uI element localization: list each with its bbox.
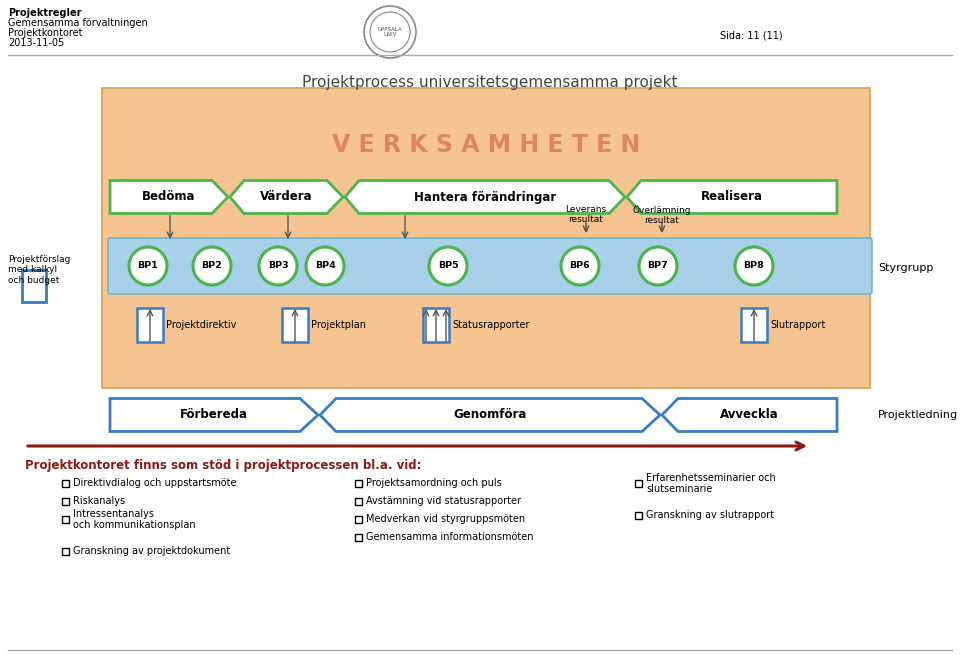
FancyBboxPatch shape bbox=[108, 238, 872, 294]
Text: Bedöma: Bedöma bbox=[142, 190, 196, 204]
Text: Gemensamma förvaltningen: Gemensamma förvaltningen bbox=[8, 18, 148, 28]
Text: UPPSALA
UNIV: UPPSALA UNIV bbox=[377, 27, 402, 37]
Circle shape bbox=[561, 247, 599, 285]
Text: Styrgrupp: Styrgrupp bbox=[878, 263, 933, 273]
Text: Projektdirektiv: Projektdirektiv bbox=[166, 320, 236, 330]
Text: Projektledning: Projektledning bbox=[878, 410, 958, 420]
Text: BP4: BP4 bbox=[315, 262, 335, 270]
Circle shape bbox=[306, 247, 344, 285]
Polygon shape bbox=[110, 180, 228, 214]
Circle shape bbox=[735, 247, 773, 285]
Text: Överlämning
resultat: Överlämning resultat bbox=[633, 205, 691, 225]
Text: Granskning av slutrapport: Granskning av slutrapport bbox=[646, 511, 774, 521]
Text: BP6: BP6 bbox=[569, 262, 590, 270]
Circle shape bbox=[193, 247, 231, 285]
FancyBboxPatch shape bbox=[741, 308, 767, 342]
FancyBboxPatch shape bbox=[635, 512, 642, 519]
Text: Gemensamma informationsmöten: Gemensamma informationsmöten bbox=[366, 533, 534, 543]
Text: BP1: BP1 bbox=[137, 262, 158, 270]
Text: BP7: BP7 bbox=[648, 262, 668, 270]
Text: Avstämning vid statusrapporter: Avstämning vid statusrapporter bbox=[366, 496, 521, 507]
Text: Projektförslag
med kalkyl
och budget: Projektförslag med kalkyl och budget bbox=[8, 255, 70, 285]
Polygon shape bbox=[627, 180, 837, 214]
Text: Hantera förändringar: Hantera förändringar bbox=[414, 190, 556, 204]
Circle shape bbox=[129, 247, 167, 285]
Text: Riskanalys: Riskanalys bbox=[73, 496, 125, 507]
Text: Projektprocess universitetsgemensamma projekt: Projektprocess universitetsgemensamma pr… bbox=[302, 75, 678, 90]
Text: Medverkan vid styrgruppsmöten: Medverkan vid styrgruppsmöten bbox=[366, 515, 525, 525]
FancyBboxPatch shape bbox=[355, 480, 362, 487]
Text: 2013-11-05: 2013-11-05 bbox=[8, 38, 64, 48]
FancyBboxPatch shape bbox=[355, 498, 362, 505]
Polygon shape bbox=[230, 180, 343, 214]
FancyBboxPatch shape bbox=[635, 480, 642, 487]
Text: BP5: BP5 bbox=[438, 262, 458, 270]
Text: Slutrapport: Slutrapport bbox=[770, 320, 826, 330]
Text: Projektsamordning och puls: Projektsamordning och puls bbox=[366, 478, 502, 488]
Text: Direktivdialog och uppstartsmöte: Direktivdialog och uppstartsmöte bbox=[73, 478, 236, 488]
Text: BP8: BP8 bbox=[744, 262, 764, 270]
Text: Värdera: Värdera bbox=[260, 190, 313, 204]
FancyBboxPatch shape bbox=[62, 498, 69, 505]
Text: Förbereda: Förbereda bbox=[180, 408, 248, 422]
Polygon shape bbox=[110, 398, 318, 432]
Text: Statusrapporter: Statusrapporter bbox=[452, 320, 530, 330]
Text: Projektplan: Projektplan bbox=[311, 320, 366, 330]
FancyBboxPatch shape bbox=[355, 516, 362, 523]
Polygon shape bbox=[662, 398, 837, 432]
FancyBboxPatch shape bbox=[22, 270, 46, 302]
Text: BP2: BP2 bbox=[202, 262, 223, 270]
Text: Sida: 11 (11): Sida: 11 (11) bbox=[720, 30, 782, 40]
FancyBboxPatch shape bbox=[102, 88, 870, 388]
Text: Projektkontoret: Projektkontoret bbox=[8, 28, 83, 38]
Polygon shape bbox=[345, 180, 625, 214]
Text: Projektkontoret finns som stöd i projektprocessen bl.a. vid:: Projektkontoret finns som stöd i projekt… bbox=[25, 459, 421, 472]
Polygon shape bbox=[320, 398, 660, 432]
Text: Avveckla: Avveckla bbox=[720, 408, 779, 422]
FancyBboxPatch shape bbox=[355, 534, 362, 541]
FancyBboxPatch shape bbox=[282, 308, 308, 342]
Text: Erfarenhetsseminarier och
slutseminarie: Erfarenhetsseminarier och slutseminarie bbox=[646, 473, 776, 494]
Text: Granskning av projektdokument: Granskning av projektdokument bbox=[73, 547, 230, 557]
Circle shape bbox=[429, 247, 467, 285]
FancyBboxPatch shape bbox=[423, 308, 449, 342]
Text: BP3: BP3 bbox=[268, 262, 288, 270]
Text: Genomföra: Genomföra bbox=[453, 408, 527, 422]
Text: V E R K S A M H E T E N: V E R K S A M H E T E N bbox=[332, 133, 640, 157]
FancyBboxPatch shape bbox=[62, 548, 69, 555]
Text: Projektregler: Projektregler bbox=[8, 8, 82, 18]
Circle shape bbox=[259, 247, 297, 285]
FancyBboxPatch shape bbox=[137, 308, 163, 342]
Circle shape bbox=[639, 247, 677, 285]
FancyBboxPatch shape bbox=[62, 480, 69, 487]
FancyBboxPatch shape bbox=[62, 516, 69, 523]
Text: Realisera: Realisera bbox=[701, 190, 763, 204]
Text: Intressentanalys
och kommunikationsplan: Intressentanalys och kommunikationsplan bbox=[73, 509, 196, 530]
Text: Leverans
resultat: Leverans resultat bbox=[565, 205, 607, 224]
